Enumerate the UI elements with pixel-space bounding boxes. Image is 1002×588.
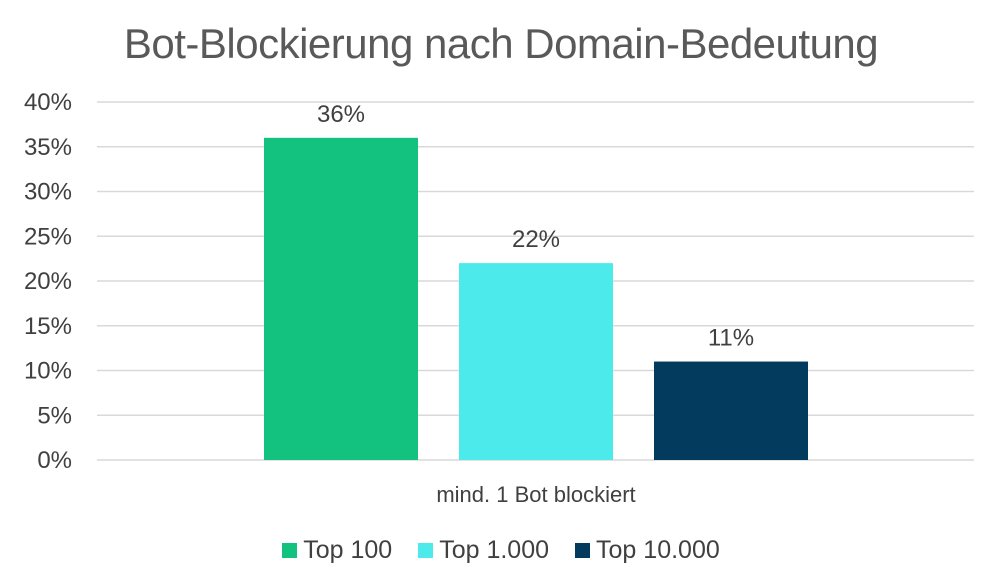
bars bbox=[264, 137, 808, 461]
bar-top-10-000 bbox=[654, 361, 808, 460]
legend-label: Top 10.000 bbox=[596, 536, 720, 564]
x-category-label: mind. 1 Bot blockiert bbox=[436, 482, 635, 507]
y-tick-label: 0% bbox=[37, 447, 72, 474]
data-label: 36% bbox=[317, 101, 365, 128]
y-tick-label: 10% bbox=[24, 358, 72, 385]
legend-swatch bbox=[282, 543, 298, 558]
bar-top-1-000 bbox=[459, 263, 613, 460]
legend-swatch bbox=[575, 543, 591, 558]
y-tick-label: 25% bbox=[24, 223, 72, 250]
legend-label: Top 100 bbox=[303, 536, 393, 564]
data-label: 22% bbox=[512, 226, 560, 253]
y-tick-label: 15% bbox=[24, 313, 72, 340]
chart-title: Bot-Blockierung nach Domain-Bedeutung bbox=[123, 20, 879, 67]
legend-item-top-100: Top 100 bbox=[282, 536, 392, 565]
legend-label: Top 1.000 bbox=[439, 536, 550, 564]
y-tick-label: 20% bbox=[24, 268, 72, 295]
legend-item-top-1000: Top 1.000 bbox=[418, 536, 549, 565]
data-labels: 36% 22% 11% bbox=[317, 101, 754, 352]
bar-top-100 bbox=[264, 137, 418, 461]
y-tick-label: 40% bbox=[24, 89, 72, 116]
y-tick-label: 5% bbox=[37, 402, 72, 429]
data-label: 11% bbox=[708, 325, 754, 352]
x-axis-categories: mind. 1 Bot blockiert bbox=[436, 482, 635, 507]
legend: Top 100 Top 1.000 Top 10.000 bbox=[0, 536, 1002, 565]
y-tick-label: 35% bbox=[24, 134, 72, 161]
y-tick-label: 30% bbox=[24, 179, 72, 206]
legend-swatch bbox=[418, 543, 434, 558]
legend-item-top-10000: Top 10.000 bbox=[575, 536, 720, 565]
y-axis-ticks: 0% 5% 10% 15% 20% 25% 30% 35% 40% bbox=[24, 89, 72, 474]
